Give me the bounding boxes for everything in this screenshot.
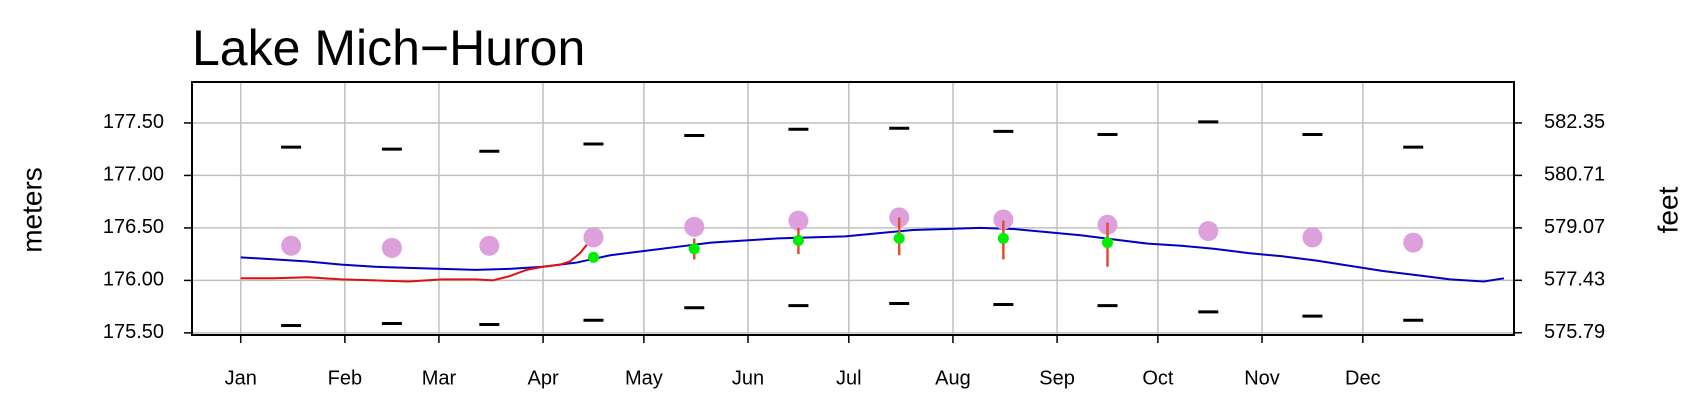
- x-tick-label: Nov: [1244, 367, 1280, 389]
- forecast-point: [792, 235, 804, 247]
- average-marker: [381, 237, 402, 258]
- y-tick-label: 176.00: [103, 269, 164, 291]
- average-marker: [281, 235, 302, 256]
- y2-tick-label: 579.07: [1544, 216, 1605, 238]
- average-marker: [479, 235, 500, 256]
- average-marker: [1198, 221, 1219, 242]
- x-tick-label: May: [625, 367, 663, 389]
- data-line: [240, 226, 1505, 283]
- y-axis-label: meters: [16, 167, 47, 253]
- forecast-point: [997, 232, 1009, 244]
- average-marker: [583, 227, 604, 248]
- average-marker: [993, 209, 1014, 230]
- data-line: [240, 244, 588, 283]
- y-tick-label: 177.00: [103, 164, 164, 186]
- average-marker: [1302, 227, 1323, 248]
- chart-title: Lake Mich−Huron: [192, 20, 585, 76]
- y2-axis-label: feet: [1652, 186, 1683, 233]
- forecast-point: [587, 251, 599, 263]
- average-marker: [1403, 232, 1424, 253]
- x-tick-label: Mar: [422, 367, 457, 389]
- forecast-point: [1101, 237, 1113, 249]
- y2-tick-label: 580.71: [1544, 164, 1605, 186]
- y2-tick-label: 575.79: [1544, 321, 1605, 343]
- y2-tick-label: 577.43: [1544, 269, 1605, 291]
- x-tick-label: Jan: [225, 367, 257, 389]
- y-tick-label: 177.50: [103, 111, 164, 133]
- x-tick-label: Aug: [935, 367, 971, 389]
- x-tick-label: Feb: [328, 367, 362, 389]
- x-tick-label: Jun: [732, 367, 764, 389]
- average-marker: [684, 216, 705, 237]
- x-tick-label: Dec: [1345, 367, 1381, 389]
- x-tick-label: Sep: [1039, 367, 1075, 389]
- plot-frame: [191, 81, 1515, 336]
- x-tick-label: Apr: [528, 367, 559, 389]
- x-tick-label: Jul: [836, 367, 862, 389]
- y-tick-label: 176.50: [103, 216, 164, 238]
- y2-tick-label: 582.35: [1544, 111, 1605, 133]
- forecast-point: [688, 243, 700, 255]
- y-tick-label: 175.50: [103, 321, 164, 343]
- x-tick-label: Oct: [1142, 367, 1174, 389]
- forecast-point: [893, 232, 905, 244]
- average-marker: [788, 210, 809, 231]
